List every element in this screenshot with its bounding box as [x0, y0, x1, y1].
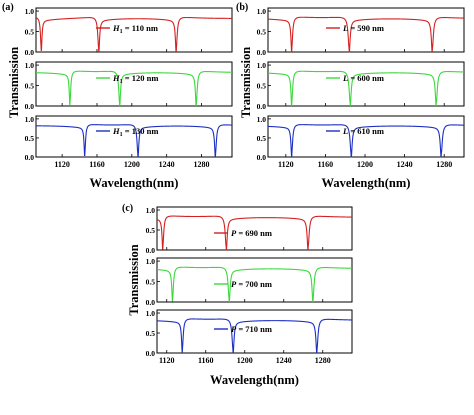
series-line — [36, 124, 233, 158]
y-tick-label: 0.0 — [146, 298, 156, 307]
subplot-frame — [267, 61, 465, 107]
y-tick-label: 0.0 — [257, 153, 267, 162]
series-line — [156, 266, 352, 303]
y-tick-label: 1.0 — [257, 115, 267, 124]
series-line — [156, 318, 353, 354]
y-tick-label: 1.0 — [25, 115, 35, 124]
x-tick-label: 1280 — [315, 356, 331, 365]
y-axis-label: Transmission — [127, 244, 141, 315]
y-tick-label: 0.0 — [257, 102, 267, 111]
series-line — [35, 16, 232, 53]
chart-panel: (a) 0.0 0.5 1.0 H1 = 110 nm 0.0 0.5 1.0 H1 = 120… — [2, 2, 233, 190]
y-tick-label: 0.0 — [25, 102, 35, 111]
legend-label: L = 590 nm — [342, 23, 384, 33]
x-tick-label: 1200 — [124, 160, 140, 169]
y-tick-label: 0.5 — [257, 28, 267, 37]
legend-label: H1 = 130 nm — [112, 126, 158, 138]
x-tick-label: 1120 — [278, 160, 294, 169]
legend-label: H1 = 120 nm — [112, 73, 158, 85]
y-tick-label: 0.0 — [25, 48, 35, 57]
x-tick-label: 1200 — [357, 160, 373, 169]
legend-label: P = 690 nm — [231, 228, 272, 238]
y-tick-label: 0.0 — [146, 246, 156, 255]
x-tick-label: 1280 — [194, 160, 210, 169]
legend-label: L = 610 nm — [342, 126, 384, 136]
series-line — [156, 215, 352, 251]
y-tick-label: 0.5 — [146, 278, 156, 287]
legend-label: P = 710 nm — [231, 324, 272, 334]
x-tick-label: 1160 — [318, 160, 334, 169]
y-tick-label: 1.0 — [146, 309, 156, 318]
subplot-frame — [156, 257, 353, 303]
series-line — [267, 16, 465, 53]
x-tick-label: 1160 — [198, 356, 214, 365]
x-tick-label: 1120 — [54, 160, 70, 169]
x-tick-label: 1240 — [276, 356, 292, 365]
y-tick-label: 0.0 — [257, 48, 267, 57]
y-tick-label: 0.5 — [146, 329, 156, 338]
y-tick-label: 0.5 — [25, 28, 35, 37]
x-tick-label: 1280 — [436, 160, 452, 169]
y-tick-label: 1.0 — [146, 206, 156, 215]
y-tick-label: 0.5 — [257, 134, 267, 143]
y-axis-label: Transmission — [7, 47, 21, 118]
y-tick-label: 0.0 — [146, 349, 156, 358]
subplot-frame — [267, 115, 465, 158]
legend-label: H1 = 110 nm — [112, 23, 158, 35]
subplot-frame — [156, 309, 353, 354]
legend-label: P = 700 nm — [231, 279, 272, 289]
y-tick-label: 1.0 — [257, 7, 267, 16]
series-line — [36, 70, 233, 107]
y-tick-label: 1.0 — [25, 61, 35, 70]
x-axis-label: Wavelength(nm) — [90, 176, 179, 190]
x-tick-label: 1240 — [159, 160, 175, 169]
chart-panel: (b) 0.0 0.5 1.0 L = 590 nm 0.0 0.5 1.0 L = 600 n… — [236, 2, 465, 190]
y-tick-label: 0.5 — [25, 82, 35, 91]
y-tick-label: 0.5 — [257, 82, 267, 91]
subplot-frame — [35, 115, 233, 158]
y-tick-label: 1.0 — [25, 7, 35, 16]
x-tick-label: 1120 — [159, 356, 175, 365]
panel-label: (a) — [2, 2, 14, 13]
series-line — [267, 70, 464, 107]
subplot-frame — [267, 7, 465, 53]
panel-label: (b) — [236, 2, 248, 13]
x-tick-label: 1200 — [237, 356, 253, 365]
legend-label: L = 600 nm — [342, 73, 384, 83]
y-tick-label: 0.0 — [25, 153, 35, 162]
chart-panel: (c) 0.0 0.5 1.0 P = 690 nm 0.0 0.5 1.0 P = 700 n… — [122, 203, 353, 387]
y-tick-label: 0.5 — [146, 226, 156, 235]
x-axis-label: Wavelength(nm) — [210, 373, 299, 387]
x-tick-label: 1160 — [89, 160, 105, 169]
series-line — [267, 124, 464, 158]
y-tick-label: 0.5 — [25, 134, 35, 143]
x-axis-label: Wavelength(nm) — [322, 176, 411, 190]
subplot-frame — [35, 61, 233, 107]
y-tick-label: 1.0 — [257, 61, 267, 70]
subplot-frame — [156, 206, 353, 251]
y-axis-label: Transmission — [239, 47, 253, 118]
subplot-frame — [35, 7, 233, 53]
panel-label: (c) — [122, 203, 133, 214]
x-tick-label: 1240 — [397, 160, 413, 169]
y-tick-label: 1.0 — [146, 257, 156, 266]
